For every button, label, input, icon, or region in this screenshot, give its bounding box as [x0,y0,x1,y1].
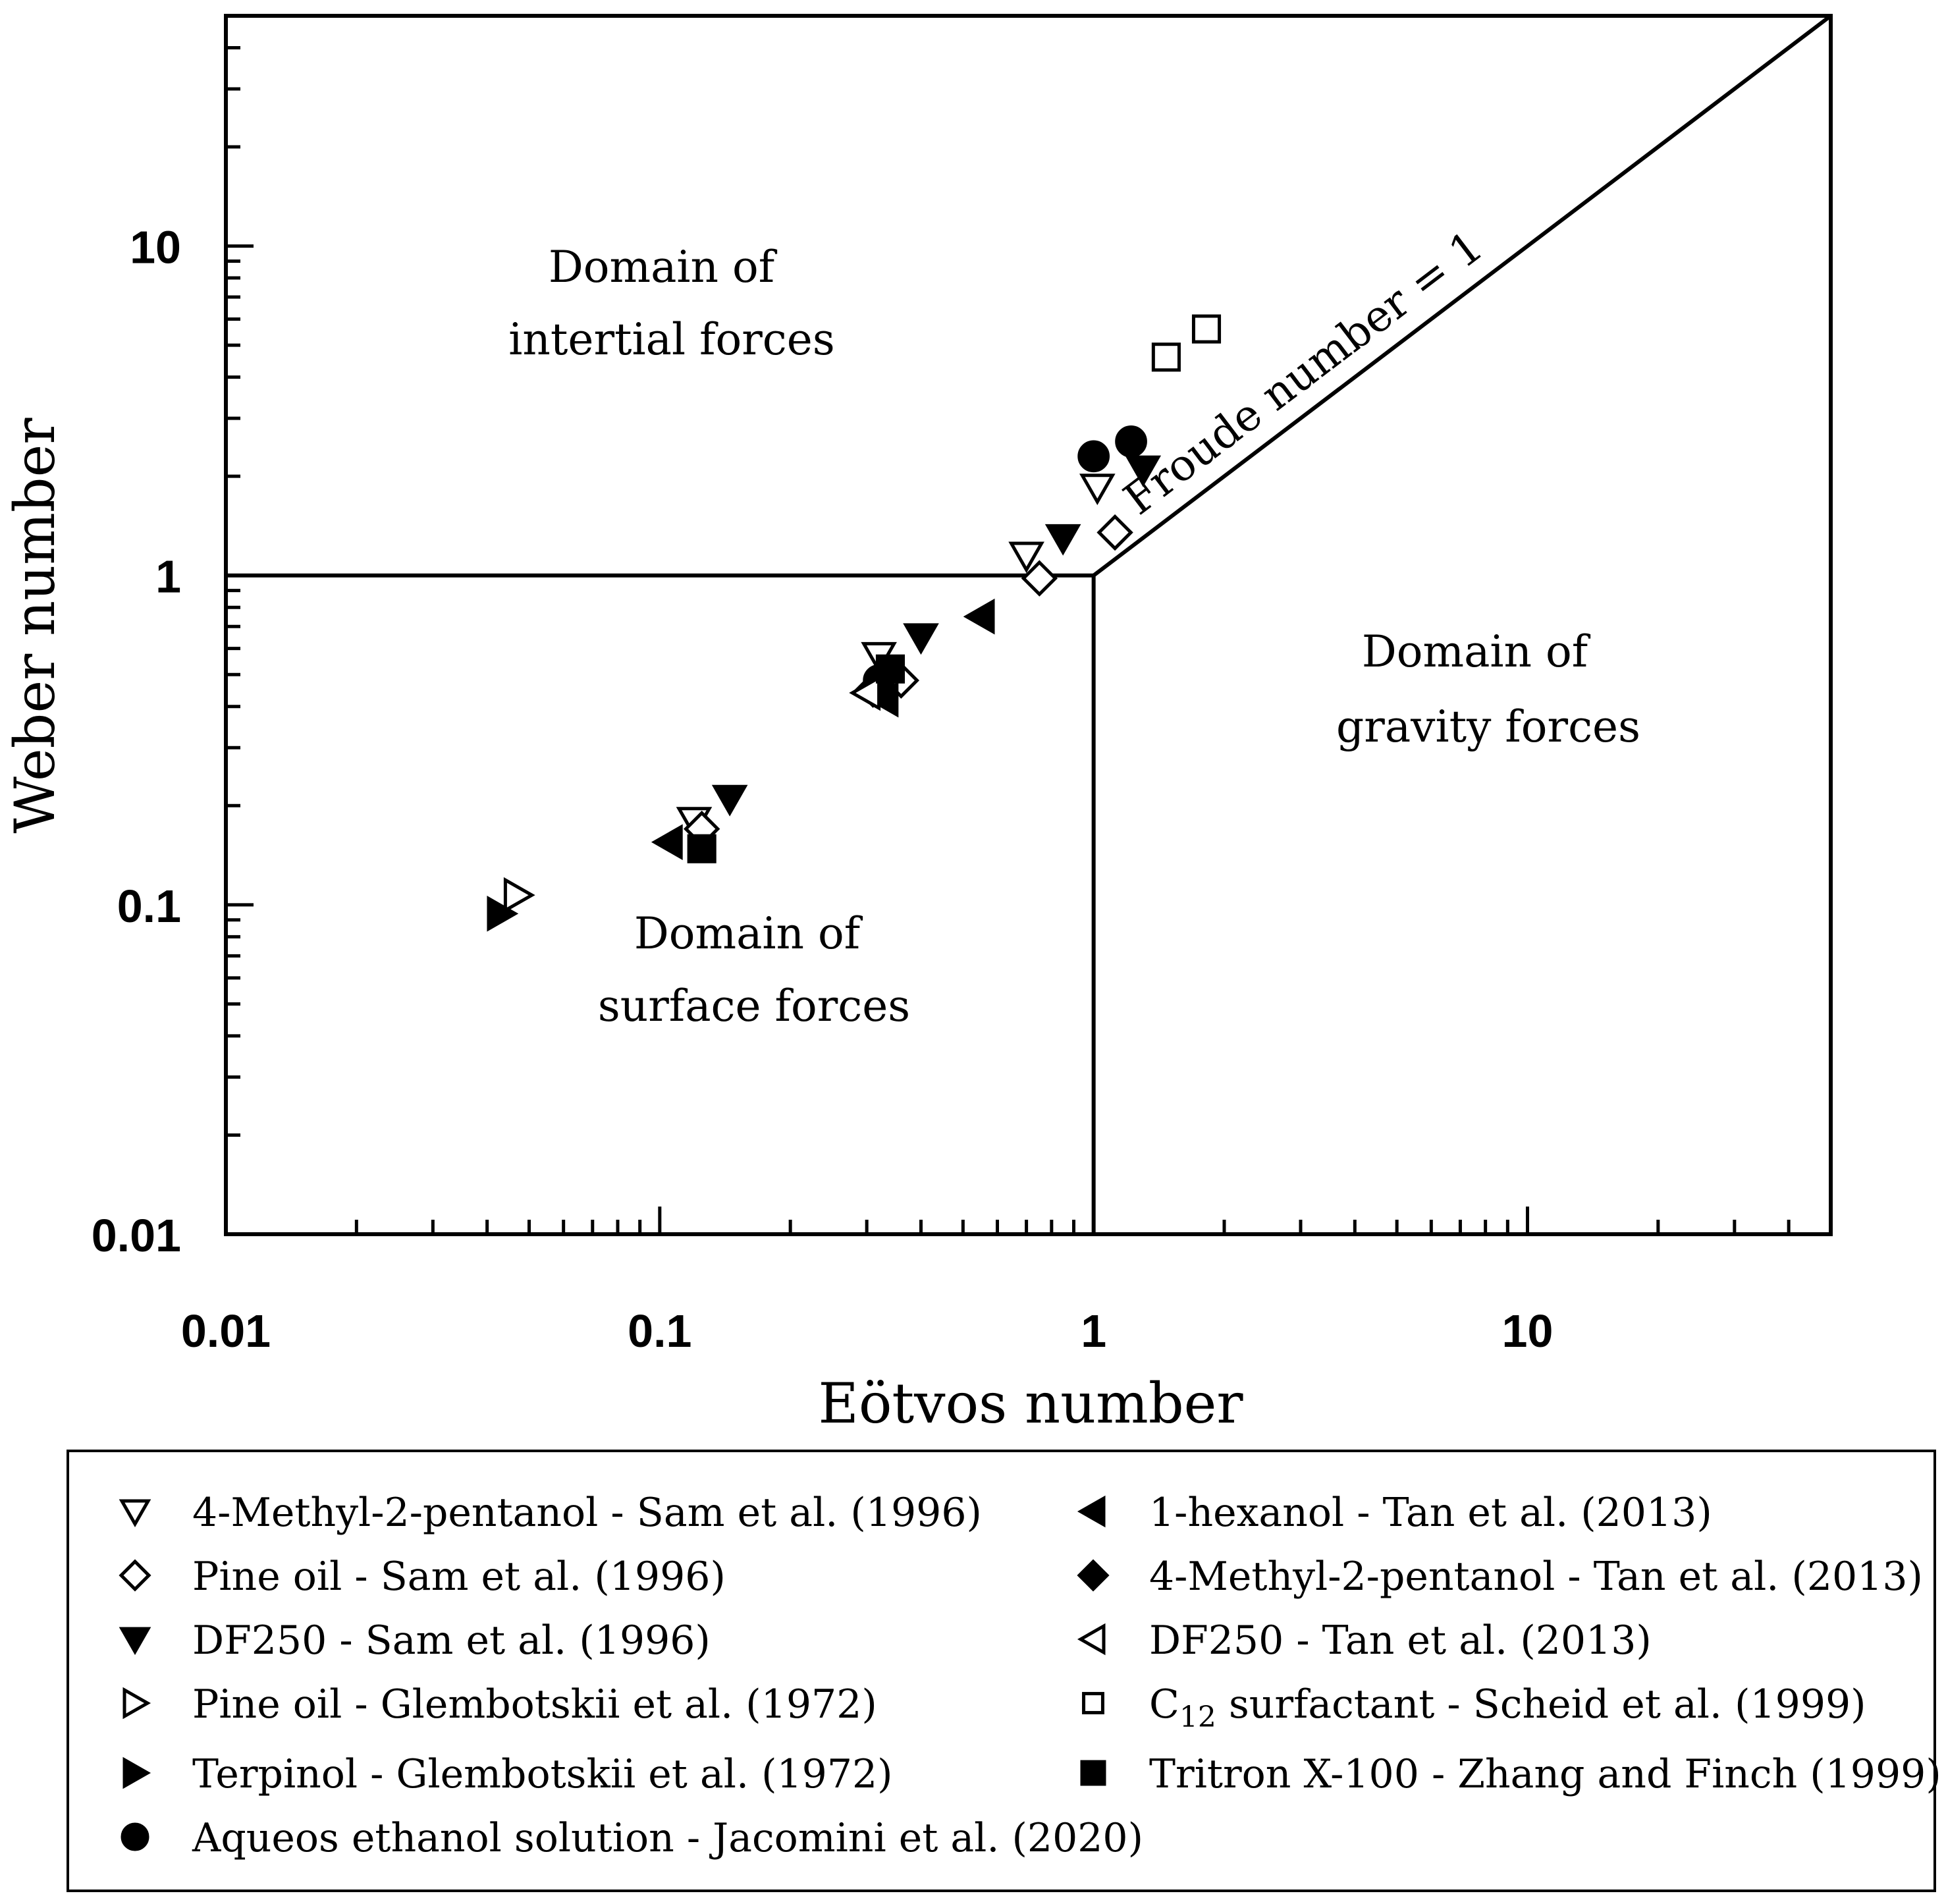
y-tick-label: 1 [155,551,181,603]
region-surface-line-1: Domain of [634,908,863,959]
legend-marker [1077,1495,1106,1528]
data-point-triangle-right-filled [487,895,519,932]
legend-label: 4-Methyl-2-pentanol - Tan et al. (2013) [1149,1554,1923,1600]
data-point-triangle-left-filled [651,824,683,860]
region-surface-line-2: surface forces [598,981,910,1031]
legend-label: Terpinol - Glembotskii et al. (1972) [192,1751,893,1797]
data-point-triangle-left-open [849,674,881,711]
legend-marker [1082,1692,1104,1714]
data-point-square-filled [875,654,905,684]
legend-marker [122,1687,151,1720]
froude-one-boundary [1092,14,1832,578]
data-point-square-open [1151,342,1181,372]
legend-marker [1077,1623,1106,1656]
legend-marker [122,1756,151,1789]
y-axis-title: Weber number [3,418,67,834]
x-tick-label: 1 [1081,1305,1106,1357]
data-point-triangle-right-open [503,877,535,913]
region-gravity-label: Domain of gravity forces [1336,626,1640,752]
legend-label: DF250 - Tan et al. (2013) [1149,1618,1652,1664]
legend-marker [119,1499,151,1528]
tick-labels: 0.01 0.1 1 10 0.01 0.1 1 10 [92,222,1554,1357]
legend-label: 4-Methyl-2-pentanol - Sam et al. (1996) [192,1490,982,1536]
data-point-diamond-open [1021,560,1058,597]
data-point-circle-filled [1077,440,1110,473]
region-inertial-line-1: Domain of [549,242,778,292]
data-markers [487,314,1222,932]
data-point-triangle-down-open [1079,474,1116,505]
legend-label: Pine oil - Glembotskii et al. (1972) [192,1681,877,1727]
legend-label: Aqueos ethanol solution - Jacomini et al… [192,1815,1143,1861]
region-gravity-line-1: Domain of [1362,626,1591,677]
region-inertial-label: Domain of intertial forces [508,242,834,365]
legend-marker [1077,1559,1110,1592]
legend-label: DF250 - Sam et al. (1996) [192,1618,711,1664]
data-point-triangle-down-filled [711,784,748,817]
region-inertial-line-2: intertial forces [508,314,834,365]
legend-marker [119,1559,151,1592]
x-tick-label: 10 [1502,1305,1554,1357]
data-point-triangle-down-filled [1044,524,1081,556]
data-point-circle-filled [1115,425,1147,458]
data-point-square-open [1191,314,1222,344]
legend-label: C12 surfactant - Scheid et al. (1999) [1149,1681,1866,1734]
x-axis-title: Eötvos number [819,1371,1244,1436]
y-tick-label: 10 [130,222,181,273]
legend-box [67,1450,1936,1892]
legend-label: Tritron X-100 - Zhang and Finch (1999) [1149,1751,1941,1797]
domain-boundaries [226,14,1832,1234]
legend-label: 1-hexanol - Tan et al. (2013) [1149,1490,1712,1536]
region-gravity-line-2: gravity forces [1336,701,1640,752]
data-point-square-filled [687,834,716,863]
data-point-triangle-left-filled [963,598,995,635]
data-point-triangle-down-open [1008,541,1044,574]
legend-label: Pine oil - Sam et al. (1996) [192,1554,726,1600]
data-point-triangle-down-filled [903,623,939,655]
legend-marker [121,1822,149,1851]
x-tick-label: 0.01 [181,1305,271,1357]
data-point-diamond-open [1096,514,1133,551]
data-point-triangle-down-filled [1125,455,1162,487]
legend: 4-Methyl-2-pentanol - Sam et al. (1996) P… [119,1490,1941,1861]
x-tick-label: 0.1 [628,1305,691,1357]
y-tick-label: 0.1 [117,881,181,932]
legend-marker [119,1627,151,1656]
legend-marker [1080,1760,1106,1786]
y-tick-label: 0.01 [92,1210,181,1261]
region-surface-label: Domain of surface forces [598,908,910,1031]
